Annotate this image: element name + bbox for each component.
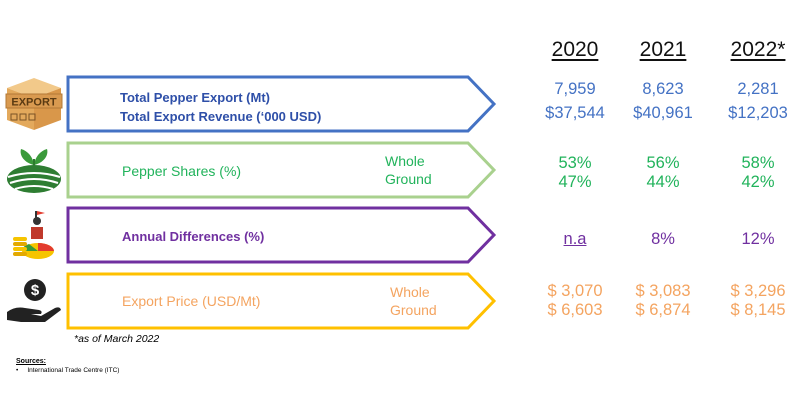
revenue-2020: $37,544 — [545, 104, 605, 122]
shares-whole-2021: 56% — [646, 154, 680, 172]
export-banner — [66, 75, 497, 133]
shares-ground-2021: 44% — [646, 173, 680, 191]
annual-diff-label: Annual Differences (%) — [122, 229, 265, 244]
shares-banner — [66, 141, 497, 199]
shares-ground-label: Ground — [385, 171, 432, 187]
price-ground-2021: $ 6,874 — [635, 301, 691, 319]
source-item: • International Trade Centre (ITC) — [16, 367, 119, 374]
shares-ground-2020: 47% — [558, 173, 592, 191]
annual-diff-banner — [66, 206, 497, 264]
shares-whole-label: Whole — [385, 153, 425, 169]
year-header-2022: 2022* — [730, 38, 786, 61]
export-price-banner — [66, 272, 497, 330]
export-price-label: Export Price (USD/Mt) — [122, 293, 261, 309]
farmland-sprout-icon — [5, 143, 63, 195]
annual-diff-2022: 12% — [741, 230, 775, 248]
source-item-text: International Trade Centre (ITC) — [27, 367, 120, 374]
price-ground-2020: $ 6,603 — [547, 301, 603, 319]
shares-ground-2022: 42% — [741, 173, 775, 191]
shares-whole-2020: 53% — [558, 154, 592, 172]
price-whole-2021: $ 3,083 — [635, 282, 691, 300]
shares-whole-2022: 58% — [741, 154, 775, 172]
price-ground-2022: $ 8,145 — [730, 301, 786, 319]
export-box-icon: EXPORT — [5, 76, 63, 131]
svg-text:EXPORT: EXPORT — [11, 97, 57, 109]
price-whole-2022: $ 3,296 — [730, 282, 786, 300]
pepper-shares-label: Pepper Shares (%) — [122, 163, 242, 179]
sources-title: Sources: — [16, 358, 46, 365]
total-export-label: Total Pepper Export (Mt) — [120, 90, 270, 105]
total-revenue-label: Total Export Revenue (‘000 USD) — [120, 109, 322, 124]
price-whole-label: Whole — [390, 284, 430, 300]
export-2022: 2,281 — [737, 80, 779, 98]
svg-text:$: $ — [31, 282, 40, 299]
export-2021: 8,623 — [642, 80, 684, 98]
revenue-2021: $40,961 — [633, 104, 693, 122]
coins-growth-icon — [5, 207, 63, 262]
dollar-hand-icon: $ — [5, 276, 63, 326]
export-2020: 7,959 — [554, 80, 596, 98]
year-header-2020: 2020 — [551, 38, 599, 61]
price-whole-2020: $ 3,070 — [547, 282, 603, 300]
footnote: *as of March 2022 — [74, 333, 160, 345]
annual-diff-2021: 8% — [651, 230, 675, 248]
revenue-2022: $12,203 — [728, 104, 788, 122]
price-ground-label: Ground — [390, 302, 437, 318]
bullet: • — [16, 367, 28, 374]
year-header-2021: 2021 — [639, 38, 687, 61]
annual-diff-2020: n.a — [563, 230, 587, 248]
